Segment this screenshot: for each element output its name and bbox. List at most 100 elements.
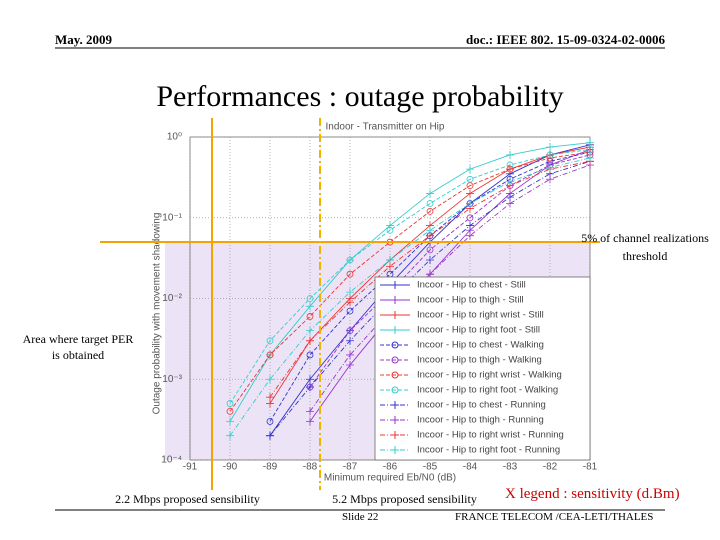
point — [466, 189, 474, 198]
point — [306, 336, 314, 345]
legend-marker — [391, 296, 399, 304]
point — [426, 246, 434, 254]
x-tick-label: -85 — [423, 462, 438, 473]
point — [306, 326, 314, 335]
footer-authors: FRANCE TELECOM /CEA-LETI/THALES — [455, 511, 654, 523]
legend-label: Incoor - Hip to thigh - Running — [417, 415, 544, 426]
point — [266, 393, 274, 402]
point — [586, 146, 594, 153]
point — [466, 231, 474, 240]
legend-label: Incoor - Hip to chest - Still — [417, 280, 526, 291]
y-tick-label: 10⁻³ — [162, 374, 182, 385]
legend-label: Incoor - Hip to right wrist - Still — [417, 310, 544, 321]
point — [386, 221, 394, 230]
x-tick-label: -91 — [183, 462, 198, 473]
legend-marker — [391, 401, 399, 409]
point — [346, 327, 354, 335]
legend-label: Incoor - Hip to thigh - Still — [417, 295, 524, 306]
legend-marker — [391, 371, 399, 379]
threshold-label: 5% of channel realizations threshold — [581, 231, 709, 263]
point — [306, 351, 314, 359]
legend-label: Incoor - Hip to chest - Running — [417, 400, 546, 411]
x-tick-label: -84 — [463, 462, 478, 473]
legend-marker — [391, 446, 399, 454]
legend-label: Incoor - Hip to right foot - Still — [417, 325, 540, 336]
y-tick-label: 10⁻¹ — [162, 212, 182, 223]
point — [506, 161, 514, 169]
point — [466, 221, 474, 230]
point — [226, 431, 234, 440]
point — [346, 270, 354, 278]
point — [546, 143, 554, 152]
legend-box — [374, 276, 591, 461]
series-line — [229, 157, 591, 436]
point — [266, 337, 274, 345]
y-axis-label: Outage probability with movement shadowi… — [152, 213, 163, 415]
point — [506, 177, 514, 186]
series-line — [309, 154, 591, 388]
legend-label: Incoor - Hip to right wrist - Running — [417, 430, 564, 441]
point — [346, 288, 354, 297]
point — [426, 207, 434, 215]
point — [466, 214, 474, 222]
point — [306, 407, 314, 416]
point — [506, 199, 514, 208]
legend-label: Incoor - Hip to chest - Walking — [417, 340, 544, 351]
series-line — [309, 164, 591, 412]
legend-marker — [391, 341, 399, 349]
point — [306, 302, 314, 311]
legend-marker — [391, 416, 399, 424]
point — [586, 138, 594, 147]
point — [466, 199, 474, 208]
header-date: May. 2009 — [55, 32, 113, 47]
x-tick-label: -88 — [303, 462, 318, 473]
point — [266, 431, 274, 440]
x-legend-note: X legend : sensitivity (d.Bm) — [505, 486, 680, 502]
point — [426, 255, 434, 264]
legend-label: Incoor - Hip to right wrist - Walking — [417, 370, 562, 381]
point — [506, 150, 514, 159]
slide-title: Performances : outage probability — [156, 80, 564, 113]
point — [346, 256, 354, 264]
point — [466, 165, 474, 174]
header-doc: doc.: IEEE 802. 15-09-0324-02-0006 — [466, 32, 665, 47]
point — [426, 200, 434, 207]
y-tick-label: 10⁻⁴ — [161, 455, 182, 466]
x-tick-label: -87 — [343, 462, 358, 473]
point — [546, 163, 554, 172]
legend-marker — [391, 431, 399, 439]
x-tick-label: -81 — [583, 462, 598, 473]
point — [346, 298, 354, 307]
legend-label: Incoor - Hip to thigh - Walking — [417, 355, 542, 366]
x-tick-label: -83 — [503, 462, 518, 473]
y-tick-label: 10⁻² — [162, 293, 182, 304]
point — [306, 417, 314, 426]
point — [346, 307, 354, 315]
point — [386, 255, 394, 264]
point — [306, 375, 314, 384]
x-tick-label: -90 — [223, 462, 238, 473]
point — [306, 295, 314, 302]
point — [266, 418, 274, 425]
point — [426, 189, 434, 198]
series-line — [229, 149, 591, 404]
point — [226, 417, 234, 426]
point — [306, 383, 314, 392]
x-tick-label: -86 — [383, 462, 398, 473]
legend-marker — [391, 326, 399, 334]
point — [586, 153, 594, 162]
legend-label: Incoor - Hip to right foot - Walking — [417, 385, 558, 396]
footer-slide: Slide 22 — [342, 511, 379, 523]
chart-title: Indoor - Transmitter on Hip — [326, 122, 445, 133]
legend-marker — [391, 356, 399, 364]
sensitivity-label: 5.2 Mbps proposed sensibility — [332, 492, 477, 506]
x-tick-label: -82 — [543, 462, 558, 473]
sensitivity-label: 2.2 Mbps proposed sensibility — [115, 492, 260, 506]
series-line — [229, 151, 591, 412]
point — [466, 175, 474, 183]
point — [346, 350, 354, 359]
point — [226, 400, 234, 407]
point — [546, 175, 554, 184]
